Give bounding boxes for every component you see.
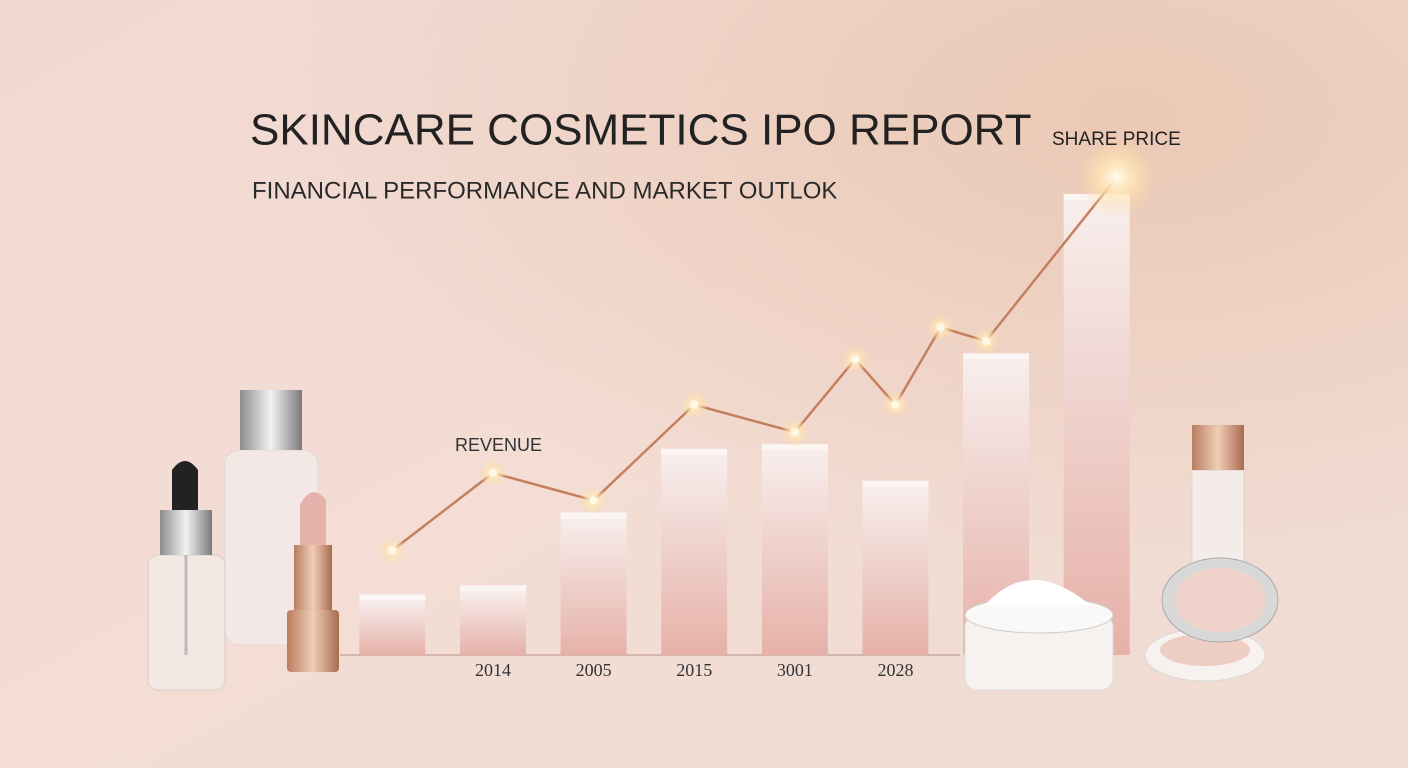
bar — [661, 454, 728, 655]
point — [936, 323, 945, 332]
x-tick-label: 2014 — [475, 660, 511, 680]
bar — [1063, 200, 1130, 655]
chart-title: SKINCARE COSMETICS IPO REPORT — [250, 106, 1032, 155]
x-tick-label: 3001 — [777, 660, 813, 680]
point — [851, 355, 860, 364]
bar — [862, 486, 929, 655]
x-tick-label: 2015 — [676, 660, 712, 680]
point — [488, 469, 497, 477]
bar — [560, 518, 627, 655]
point — [790, 428, 799, 437]
series-label: SHARE PRICE — [1052, 129, 1181, 150]
bar-top — [459, 585, 526, 592]
bar-top — [560, 512, 627, 519]
products-right — [964, 425, 1279, 691]
x-tick-label: 2005 — [576, 660, 612, 680]
point — [1112, 173, 1121, 182]
line — [391, 176, 1118, 552]
bar-top — [761, 444, 828, 451]
plot: 2014 2005 2015 3001 2028 — [359, 137, 1157, 680]
x-tick-label: 2028 — [877, 660, 913, 680]
point — [589, 496, 598, 505]
bar-top — [661, 448, 728, 455]
chart-subtitle: FINANCIAL PERFORMANCE AND MARKET OUTLOK — [252, 177, 837, 204]
point — [388, 546, 397, 555]
bar-top — [862, 480, 929, 487]
bar — [459, 591, 526, 655]
point — [982, 337, 990, 346]
bar — [359, 600, 426, 655]
point — [690, 400, 699, 409]
bar-top — [963, 353, 1030, 360]
bar — [761, 450, 828, 655]
bar-top — [359, 594, 426, 601]
products-left — [147, 390, 339, 691]
point — [891, 400, 900, 409]
series-label: REVENUE — [455, 435, 542, 455]
